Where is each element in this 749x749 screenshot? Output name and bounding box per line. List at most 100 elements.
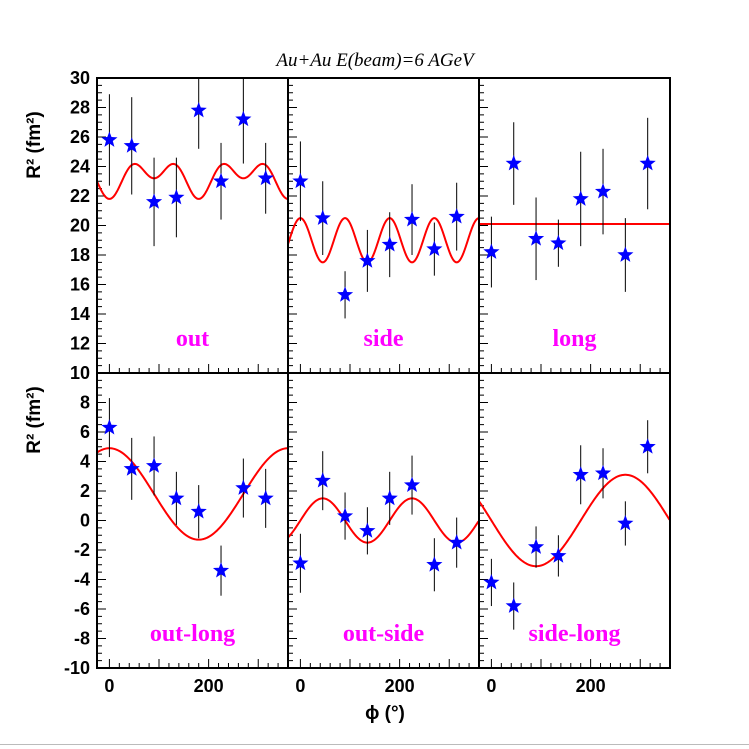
y-tick-label: 24 (70, 157, 90, 177)
x-tick-label: 200 (385, 676, 415, 696)
data-point-star (336, 286, 354, 302)
x-axis-label: ϕ (°) (365, 703, 405, 724)
x-tick-label: 0 (486, 676, 496, 696)
fit-curve (479, 473, 670, 568)
x-tick-label: 0 (104, 676, 114, 696)
data-point-star (359, 522, 376, 538)
data-point-star (483, 243, 500, 259)
panel-label: side (363, 326, 403, 352)
panel-label: long (552, 326, 596, 352)
data-point-star (527, 230, 545, 246)
y-tick-label: 8 (80, 393, 90, 413)
data-point-star (426, 240, 443, 256)
data-point-star (594, 464, 612, 481)
data-point-star (190, 101, 207, 118)
data-point-star (505, 155, 522, 171)
data-point-star (639, 438, 656, 454)
data-point-star (145, 193, 163, 209)
data-point-star (639, 155, 656, 171)
data-point-star (145, 457, 163, 473)
data-point-star (123, 460, 140, 476)
data-point-star (168, 188, 185, 205)
y-tick-label: 20 (70, 216, 90, 236)
data-point-star (448, 534, 465, 550)
panel-side-long: 0 200 side-long (479, 372, 671, 696)
y-tick-label: -10 (64, 658, 90, 678)
panel-label: out (176, 326, 209, 352)
data-point-star (381, 489, 398, 506)
data-point-star (483, 573, 500, 590)
y-axis-label-bottom-text: R² (fm²) (24, 386, 45, 454)
data-point-star (235, 479, 252, 495)
data-point-star (594, 183, 612, 199)
y-tick-label: 12 (70, 334, 90, 354)
data-point-star (235, 110, 252, 127)
data-point-star (101, 131, 118, 147)
data-point-star (314, 209, 331, 225)
x-tick-label: 200 (576, 676, 606, 696)
data-point-star (101, 419, 118, 435)
fit-curve (288, 497, 479, 544)
x-tick-label: 0 (295, 676, 305, 696)
data-point-star (314, 472, 331, 488)
y-tick-label: -2 (74, 540, 90, 560)
y-tick-label: 22 (70, 186, 90, 206)
y-axis-label-top-text: R² (fm²) (24, 111, 45, 179)
y-tick-label: 30 (70, 68, 90, 88)
data-point-star (292, 554, 309, 571)
data-point-star (359, 252, 376, 268)
y-tick-label: 26 (70, 127, 90, 147)
y-tick-label: 28 (70, 98, 90, 118)
panel-out-side: 0 200 out-side (288, 372, 480, 696)
data-point-star (505, 597, 522, 613)
data-point-star (257, 489, 274, 506)
panel-label: out-long (150, 621, 235, 647)
fit-curve (97, 447, 288, 541)
data-point-star (292, 172, 309, 189)
panel-side: side (288, 77, 480, 374)
data-point-star (550, 547, 567, 563)
data-point-star (212, 562, 230, 578)
data-point-star (403, 211, 421, 227)
data-point-star (336, 507, 354, 523)
y-tick-label: -8 (74, 629, 90, 649)
data-point-star (212, 172, 230, 189)
y-tick-label: 10 (70, 363, 90, 383)
y-tick-label: 16 (70, 275, 90, 295)
data-point-star (572, 190, 589, 206)
panel-out: 10 12 14 16 18 20 22 24 26 28 30 out (70, 68, 289, 383)
bottom-divider (0, 744, 749, 745)
x-tick-label: 200 (194, 676, 224, 696)
y-tick-label: -4 (74, 570, 90, 590)
fit-curve (97, 162, 288, 200)
svg-text:R² (fm²): R² (fm²) (24, 386, 45, 454)
y-tick-label: 0 (80, 511, 90, 531)
data-point-star (257, 169, 274, 186)
data-point-star (190, 503, 207, 519)
panel-long: long (479, 77, 671, 374)
fit-curve (288, 217, 479, 264)
data-point-star (123, 137, 140, 153)
data-point-star (381, 236, 398, 252)
data-point-star (527, 538, 545, 554)
y-tick-label: 14 (70, 304, 90, 324)
y-tick-label: 18 (70, 245, 90, 265)
y-tick-label: 4 (80, 452, 90, 472)
y-tick-label: 6 (80, 422, 90, 442)
y-axis-label-bottom: R² (fm²) (24, 386, 45, 454)
data-point-star (448, 208, 465, 224)
data-point-star (572, 466, 589, 482)
y-tick-label: -6 (74, 599, 90, 619)
data-point-star (550, 234, 567, 251)
svg-text:R² (fm²): R² (fm²) (24, 111, 45, 179)
y-axis-label-top: R² (fm²) (24, 111, 45, 179)
data-point-star (403, 476, 421, 492)
panel-label: out-side (343, 621, 425, 647)
data-point-star (426, 556, 443, 572)
figure-title: Au+Au E(beam)=6 AGeV (274, 50, 476, 71)
data-point-star (617, 246, 634, 262)
panel-frames (96, 77, 671, 669)
y-tick-label: 2 (80, 481, 90, 501)
